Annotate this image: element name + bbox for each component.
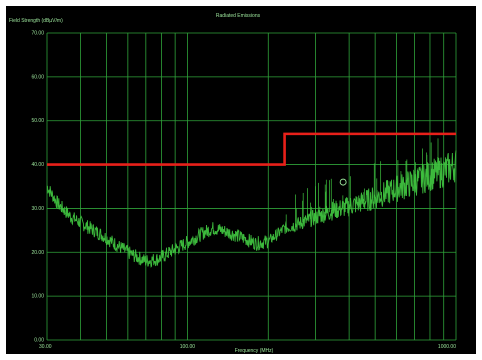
- x-tick-label: 100.00: [180, 344, 196, 350]
- y-tick-label: 0.00: [34, 338, 44, 344]
- peak-marker: [339, 178, 347, 186]
- annotation-layer: [339, 178, 347, 186]
- emissions-trace: [46, 150, 457, 268]
- x-tick-label: 30.00: [39, 344, 52, 350]
- y-tick-labels: 0.00 10.00 20.00 30.00 40.00 50.00 60.00 70.00: [31, 31, 44, 344]
- limit-line: [47, 132, 456, 166]
- y-tick-label: 60.00: [31, 74, 44, 80]
- x-tick-label: 1000.00: [438, 344, 456, 350]
- y-tick-label: 10.00: [31, 294, 44, 300]
- chart-title: Radiated Emissions: [216, 13, 261, 19]
- y-tick-label: 30.00: [31, 206, 44, 212]
- y-tick-label: 20.00: [31, 250, 44, 256]
- y-axis-label: Field Strength (dBµV/m): [9, 18, 63, 24]
- analyzer-screen: Radiated Emissions Field Strength (dBµV/…: [6, 6, 476, 354]
- y-tick-label: 40.00: [31, 162, 44, 168]
- grid: [46, 32, 457, 341]
- x-axis-label: Frequency (MHz): [235, 348, 274, 354]
- y-tick-label: 50.00: [31, 118, 44, 124]
- x-tick-labels: 30.00 100.00 1000.00: [39, 344, 456, 350]
- series-layer: [46, 132, 457, 268]
- y-tick-label: 70.00: [31, 31, 44, 37]
- emissions-chart: Radiated Emissions Field Strength (dBµV/…: [9, 13, 457, 354]
